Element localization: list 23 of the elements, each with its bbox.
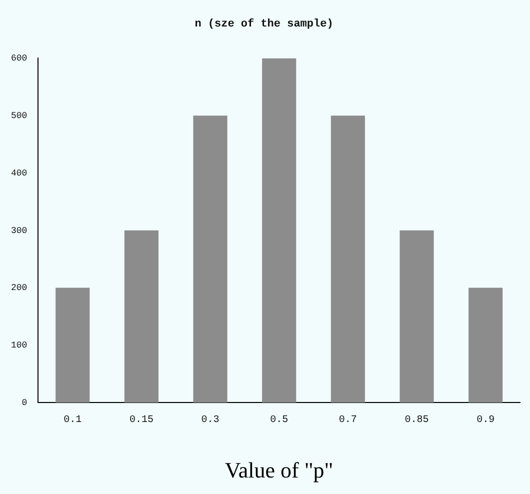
bar [468, 288, 503, 403]
y-tick-label: 100 [11, 340, 28, 351]
y-tick-label: 300 [11, 226, 28, 236]
y-tick-label: 500 [11, 110, 28, 121]
y-tick-label: 600 [11, 54, 28, 64]
bar [124, 230, 158, 403]
x-tick-label: 0.7 [338, 415, 357, 426]
x-tick-label: 0.15 [129, 415, 154, 426]
bar [400, 230, 434, 403]
x-tick-label: 0.3 [201, 415, 220, 426]
x-tick-label: 0.1 [64, 415, 82, 426]
x-tick-label: 0.9 [476, 415, 495, 426]
y-tick-label: 400 [11, 168, 28, 178]
chart-title: n (sze of the sample) [194, 17, 334, 30]
bar [330, 116, 365, 403]
x-tick-label: 0.85 [404, 415, 429, 426]
y-tick-label: 200 [11, 283, 28, 294]
bar [56, 288, 90, 403]
bar [262, 58, 296, 403]
y-tick-label: 0 [22, 398, 28, 408]
x-tick-label: 0.5 [270, 415, 288, 426]
x-axis-title: Value of "p" [224, 458, 334, 483]
bar [193, 116, 228, 403]
